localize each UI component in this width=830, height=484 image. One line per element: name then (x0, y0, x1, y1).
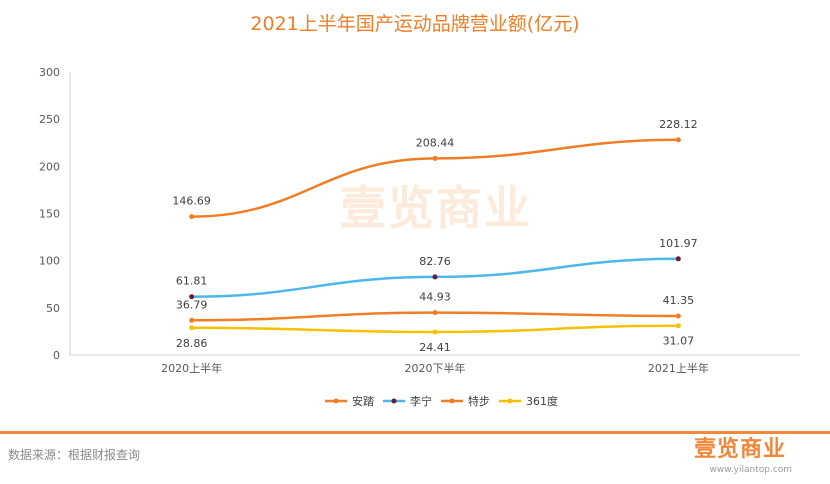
y-tick-label: 300 (39, 66, 60, 79)
x-tick-label: 2021上半年 (648, 361, 709, 375)
data-point (432, 274, 438, 280)
legend-label: 361度 (526, 394, 558, 408)
data-point (189, 214, 195, 220)
data-label: 41.35 (663, 294, 695, 307)
y-tick-label: 200 (39, 160, 60, 173)
data-point (432, 310, 438, 316)
legend-label: 安踏 (352, 394, 374, 408)
data-point (189, 325, 195, 331)
data-point (675, 137, 681, 143)
data-point (432, 329, 438, 335)
watermark-text: 壹览商业 (340, 181, 532, 235)
data-label: 228.12 (659, 118, 698, 131)
x-tick-label: 2020下半年 (405, 361, 466, 375)
x-tick-label: 2020上半年 (161, 361, 222, 375)
y-tick-label: 50 (46, 302, 60, 315)
data-label: 146.69 (172, 195, 211, 208)
data-label: 28.86 (176, 337, 208, 350)
data-label: 36.79 (176, 298, 208, 311)
data-label: 24.41 (419, 341, 451, 354)
line-chart: 2021上半年国产运动品牌营业额(亿元) 0 50 100 150 200 250 300 20… (39, 13, 800, 408)
footer-divider (0, 431, 830, 434)
data-point (189, 317, 195, 323)
data-label: 31.07 (663, 335, 695, 348)
legend-marker (507, 398, 513, 404)
data-label: 82.76 (419, 255, 451, 268)
data-point (675, 313, 681, 319)
data-point (675, 256, 681, 262)
y-tick-label: 100 (39, 255, 60, 268)
legend-marker (333, 398, 339, 404)
data-point (675, 323, 681, 329)
y-tick-label: 250 (39, 113, 60, 126)
data-point (189, 294, 195, 300)
legend-marker (391, 398, 397, 404)
y-tick-label: 0 (53, 349, 60, 362)
chart-title: 2021上半年国产运动品牌营业额(亿元) (250, 13, 579, 35)
data-label: 61.81 (176, 275, 208, 288)
data-label: 101.97 (659, 237, 698, 250)
legend-marker (449, 398, 455, 404)
legend-label: 特步 (468, 394, 490, 408)
data-point (432, 155, 438, 161)
source-note: 数据来源：根据财报查询 (8, 448, 141, 462)
y-tick-label: 150 (39, 208, 60, 221)
data-label: 208.44 (416, 136, 455, 149)
data-label: 44.93 (419, 291, 451, 304)
brand-logo: 壹览商业 (693, 437, 786, 462)
legend-label: 李宁 (410, 394, 432, 408)
brand-url: www.yilantop.com (709, 465, 793, 475)
